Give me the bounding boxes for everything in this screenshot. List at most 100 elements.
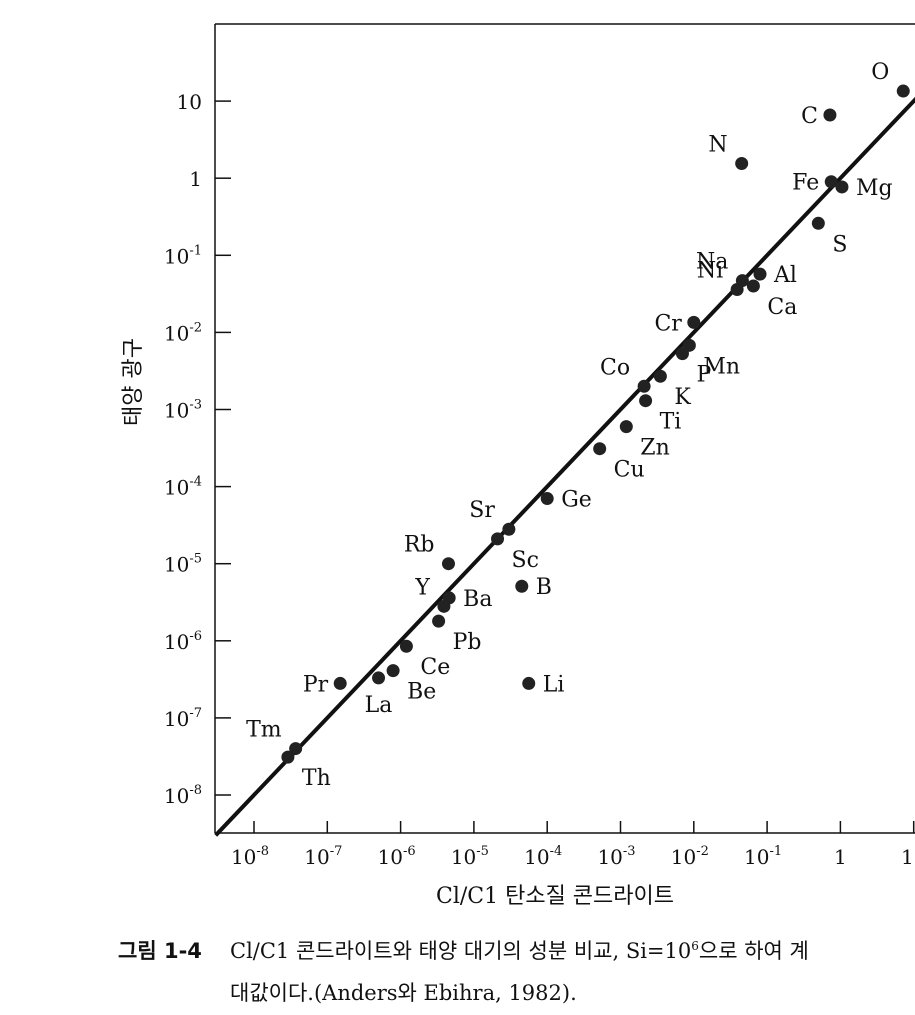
point-fe: Fe — [792, 171, 838, 196]
data-point-label: Be — [407, 680, 436, 705]
x-tick-label: 10-1 — [744, 844, 782, 869]
data-point-label: O — [871, 60, 889, 85]
y-tick-label: 10-5 — [164, 552, 202, 577]
data-point-marker — [540, 492, 554, 506]
reference-line-layer — [214, 96, 915, 837]
caption-text-2: 대값이다.(Anders와 Ebihra, 1982). — [230, 981, 577, 1005]
point-cu: Cu — [593, 442, 645, 483]
data-point-marker — [442, 591, 456, 605]
point-pr: Pr — [303, 672, 347, 697]
point-sr: Sr — [469, 498, 516, 536]
data-point-marker — [593, 442, 607, 456]
data-point-label: Co — [600, 355, 630, 380]
data-point-label: Ba — [463, 587, 492, 612]
point-th: Th — [281, 750, 331, 791]
data-point-label: Tm — [246, 718, 282, 743]
point-s: S — [811, 216, 847, 257]
point-sc: Sc — [491, 532, 539, 573]
data-point-label: Rb — [404, 533, 435, 558]
data-point-marker — [491, 532, 505, 546]
x-tick-label: 10 — [901, 845, 915, 869]
y-axis-title: 태양 광구 — [121, 338, 146, 426]
y-tick-label: 10 — [177, 90, 202, 114]
data-point-label: Mg — [856, 176, 893, 201]
data-point-marker — [333, 676, 347, 690]
point-c: C — [801, 104, 837, 129]
point-na: Na — [696, 250, 749, 288]
data-point-label: S — [832, 232, 847, 257]
data-point-marker — [735, 157, 749, 171]
x-tick-label: 10-5 — [451, 844, 489, 869]
axis-ticks: 10-8 10-7 10-6 10-5 10-4 10-3 10-2 10-1 1 10 10 1 10… — [164, 90, 915, 869]
point-ca: Ca — [746, 279, 797, 320]
point-ge: Ge — [540, 488, 592, 513]
data-point-label: Zn — [640, 436, 669, 461]
point-tm: Tm — [246, 718, 303, 756]
data-point-marker — [637, 379, 651, 393]
data-point-label: Sr — [469, 498, 495, 523]
data-point-label: Pb — [453, 630, 482, 655]
point-o: O — [871, 60, 910, 98]
data-point-label: Fe — [792, 171, 819, 196]
point-b: B — [515, 575, 552, 600]
data-point-label: Pr — [303, 672, 329, 697]
x-tick-label: 10-2 — [671, 844, 709, 869]
data-point-label: Sc — [512, 548, 539, 573]
y-tick-label: 1 — [189, 167, 202, 191]
data-point-marker — [896, 84, 910, 98]
data-point-label: Li — [543, 672, 565, 697]
data-point-label: K — [674, 385, 691, 410]
point-li: Li — [522, 672, 564, 697]
x-tick-label: 10-3 — [597, 844, 635, 869]
data-point-label: Ce — [420, 655, 450, 680]
plot-frame — [214, 23, 915, 834]
data-point-marker — [281, 750, 295, 764]
data-point-marker — [823, 108, 837, 122]
data-point-label: Ge — [561, 488, 592, 513]
data-point-marker — [753, 267, 767, 281]
point-n: N — [708, 133, 749, 171]
x-tick-label: 10-4 — [524, 844, 562, 869]
point-ti: Ti — [639, 394, 681, 435]
point-k: K — [653, 369, 691, 410]
data-point-marker — [746, 279, 760, 293]
data-point-marker — [441, 557, 455, 571]
data-point-label: Cu — [614, 458, 645, 483]
data-point-label: Al — [773, 263, 797, 288]
data-point-marker — [432, 614, 446, 628]
y-tick-label: 10-7 — [164, 706, 202, 731]
point-cr: Cr — [654, 311, 701, 336]
data-point-marker — [289, 742, 303, 756]
data-point-marker — [502, 522, 516, 536]
x-tick-label: 10-8 — [231, 844, 269, 869]
data-point-label: N — [708, 133, 727, 158]
y-tick-label: 10-8 — [164, 783, 202, 808]
data-point-label: Th — [302, 766, 331, 791]
point-zn: Zn — [619, 420, 670, 461]
data-point-label: La — [365, 693, 393, 718]
y-tick-label: 10-2 — [164, 320, 202, 345]
y-tick-label: 10-3 — [164, 398, 202, 423]
data-point-marker — [687, 315, 701, 329]
point-mg: Mg — [835, 176, 893, 201]
data-point-marker — [811, 216, 825, 230]
data-point-marker — [639, 394, 653, 408]
data-point-label: Cr — [654, 311, 682, 336]
data-point-label: C — [801, 104, 818, 129]
caption-line-1: 그림 1-4 Cl/C1 콘드라이트와 태양 대기의 성분 비교, Si=106으… — [118, 925, 915, 972]
data-point-label: Na — [696, 250, 728, 275]
x-axis-title: Cl/C1 탄소질 콘드라이트 — [436, 884, 674, 909]
y-tick-label: 10-4 — [164, 475, 202, 500]
caption-line-2: 대값이다.(Anders와 Ebihra, 1982). — [118, 972, 915, 1014]
data-point-label: Ti — [660, 410, 682, 435]
figure-label: 그림 1-4 — [118, 939, 202, 963]
data-point-label: Ca — [767, 295, 797, 320]
data-point-marker — [835, 180, 849, 194]
x-tick-label: 10-7 — [304, 844, 342, 869]
x-tick-label: 1 — [834, 845, 847, 869]
point-ba: Ba — [442, 587, 492, 612]
point-be: Be — [386, 664, 436, 705]
point-la: La — [365, 671, 393, 718]
point-p: P — [675, 347, 711, 388]
data-point-marker — [386, 664, 400, 678]
